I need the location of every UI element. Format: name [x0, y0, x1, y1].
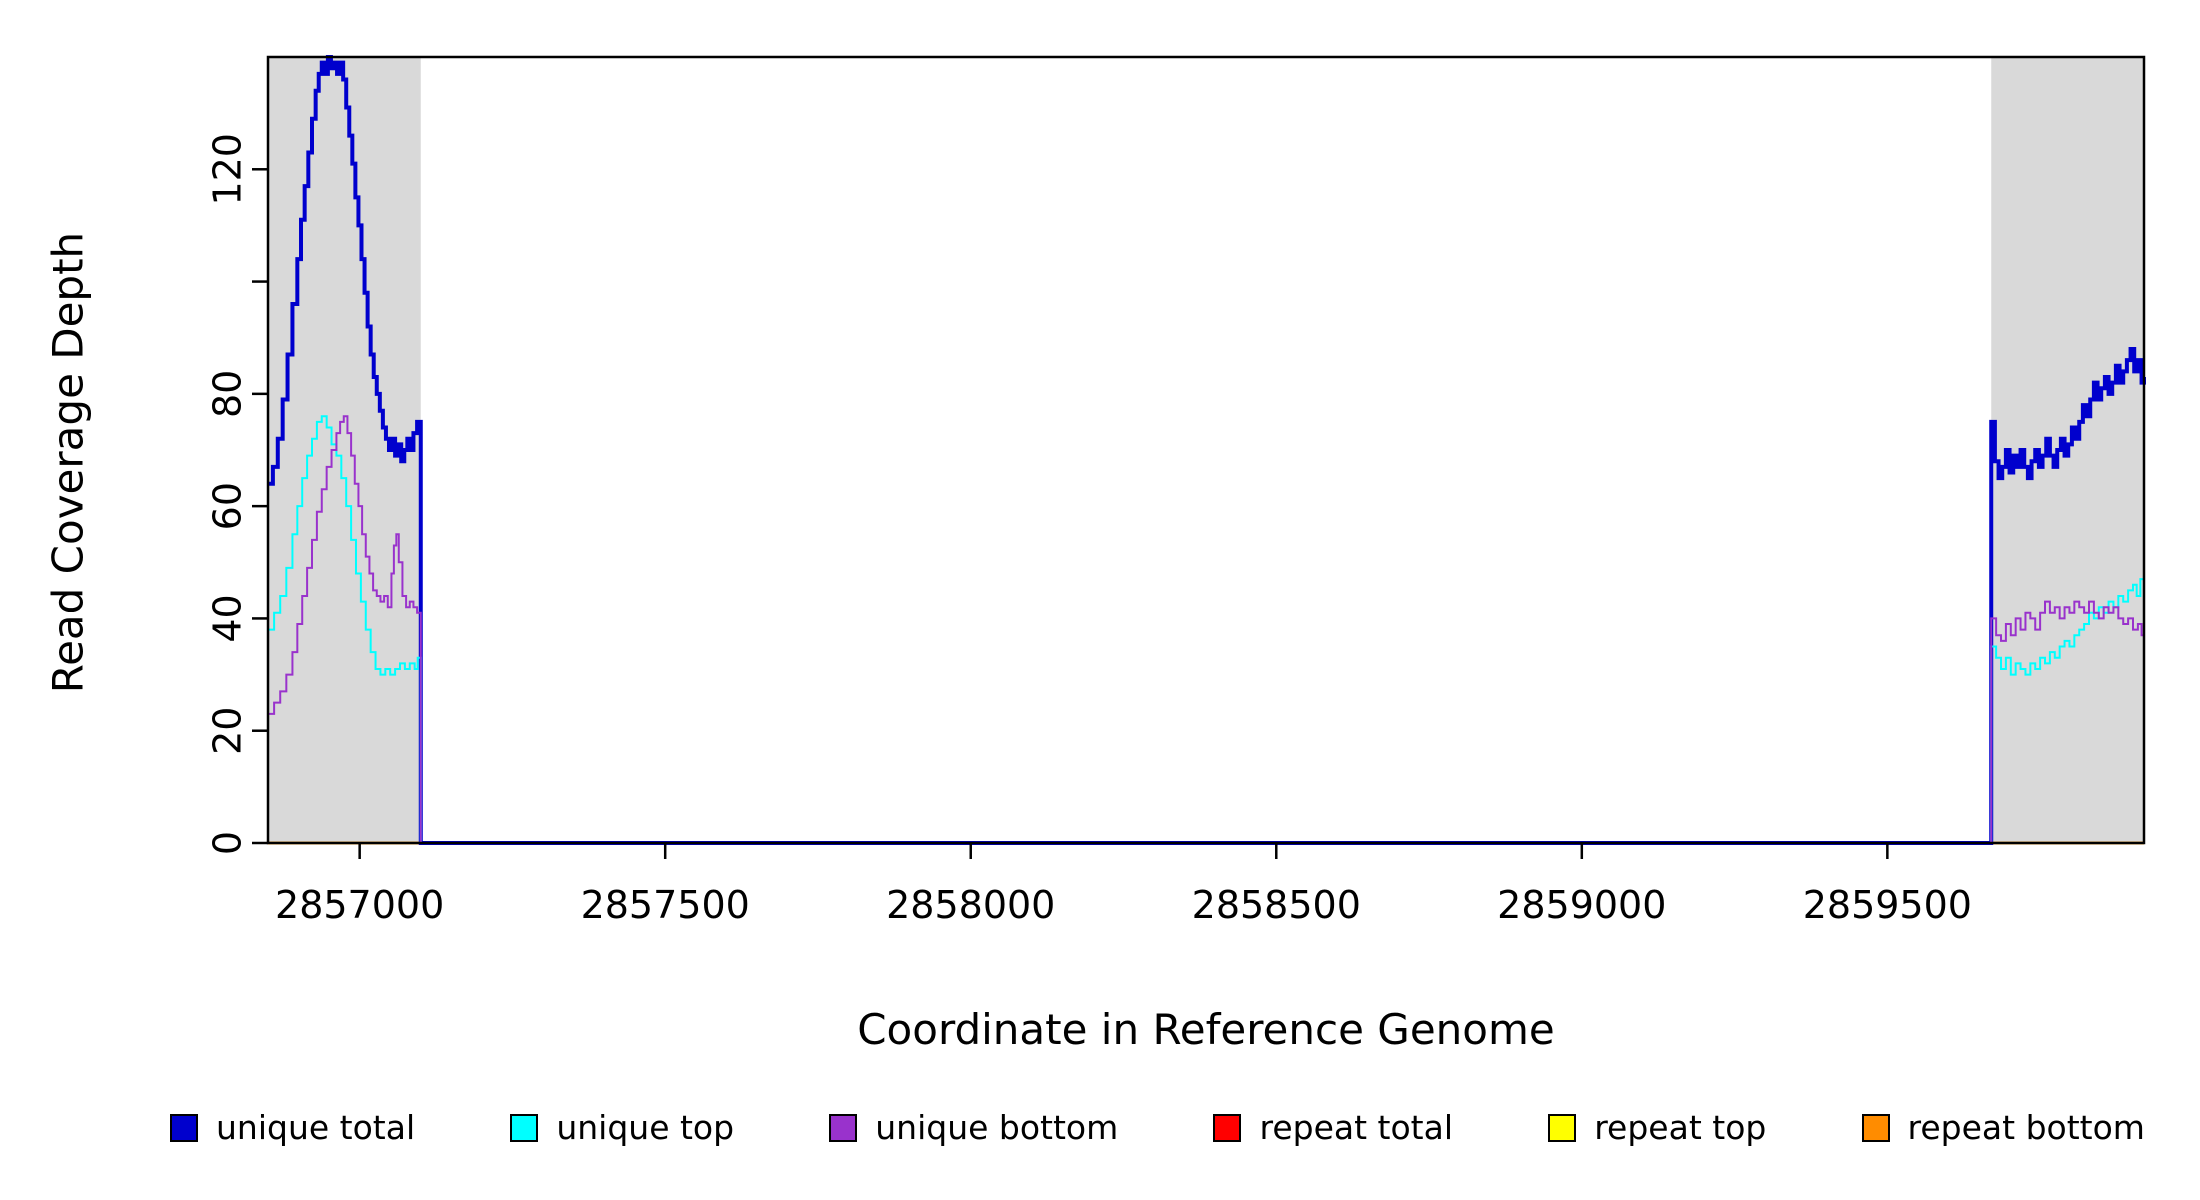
legend-swatch-unique-total — [170, 1113, 198, 1142]
legend: unique total unique top unique bottom re… — [170, 1108, 2145, 1147]
x-tick-label: 2858500 — [1192, 883, 1361, 927]
series-unique-total-line — [268, 55, 2146, 845]
x-tick-label: 2857500 — [581, 883, 750, 927]
y-tick-label: 40 — [206, 594, 250, 642]
y-tick-label: 60 — [206, 482, 250, 530]
plot-border — [266, 55, 2146, 845]
legend-label-unique-bottom: unique bottom — [875, 1108, 1119, 1147]
legend-swatch-repeat-top — [1548, 1113, 1577, 1142]
x-tick-label: 2858000 — [886, 883, 1055, 927]
y-axis-title: Read Coverage Depth — [43, 231, 93, 694]
x-tick-label: 2859500 — [1803, 883, 1972, 927]
legend-item-unique-total: unique total — [170, 1108, 415, 1147]
y-tick-label: 80 — [206, 370, 250, 418]
x-tick-label: 2859000 — [1497, 883, 1666, 927]
legend-swatch-unique-top — [510, 1113, 539, 1142]
legend-label-unique-total: unique total — [216, 1108, 416, 1147]
legend-label-repeat-total: repeat total — [1259, 1108, 1453, 1147]
series-unique-top-line — [268, 415, 2145, 844]
x-axis-title: Coordinate in Reference Genome — [857, 1005, 1555, 1054]
y-tick-label: 120 — [206, 133, 250, 206]
legend-item-repeat-total: repeat total — [1213, 1108, 1453, 1147]
y-tick-label: 0 — [206, 831, 250, 855]
legend-label-repeat-bottom: repeat bottom — [1907, 1108, 2145, 1147]
legend-swatch-repeat-bottom — [1861, 1113, 1890, 1142]
legend-item-repeat-bottom: repeat bottom — [1861, 1108, 2145, 1147]
legend-swatch-unique-bottom — [829, 1113, 858, 1142]
legend-label-unique-top: unique top — [556, 1108, 735, 1147]
legend-label-repeat-top: repeat top — [1594, 1108, 1767, 1147]
legend-item-unique-bottom: unique bottom — [829, 1108, 1118, 1147]
legend-item-unique-top: unique top — [510, 1108, 734, 1147]
legend-item-repeat-top: repeat top — [1548, 1108, 1766, 1147]
y-tick-label: 20 — [206, 707, 250, 755]
series-unique-bottom-line — [268, 415, 2145, 844]
x-tick-label: 2857000 — [275, 883, 444, 927]
legend-swatch-repeat-total — [1213, 1113, 1242, 1142]
